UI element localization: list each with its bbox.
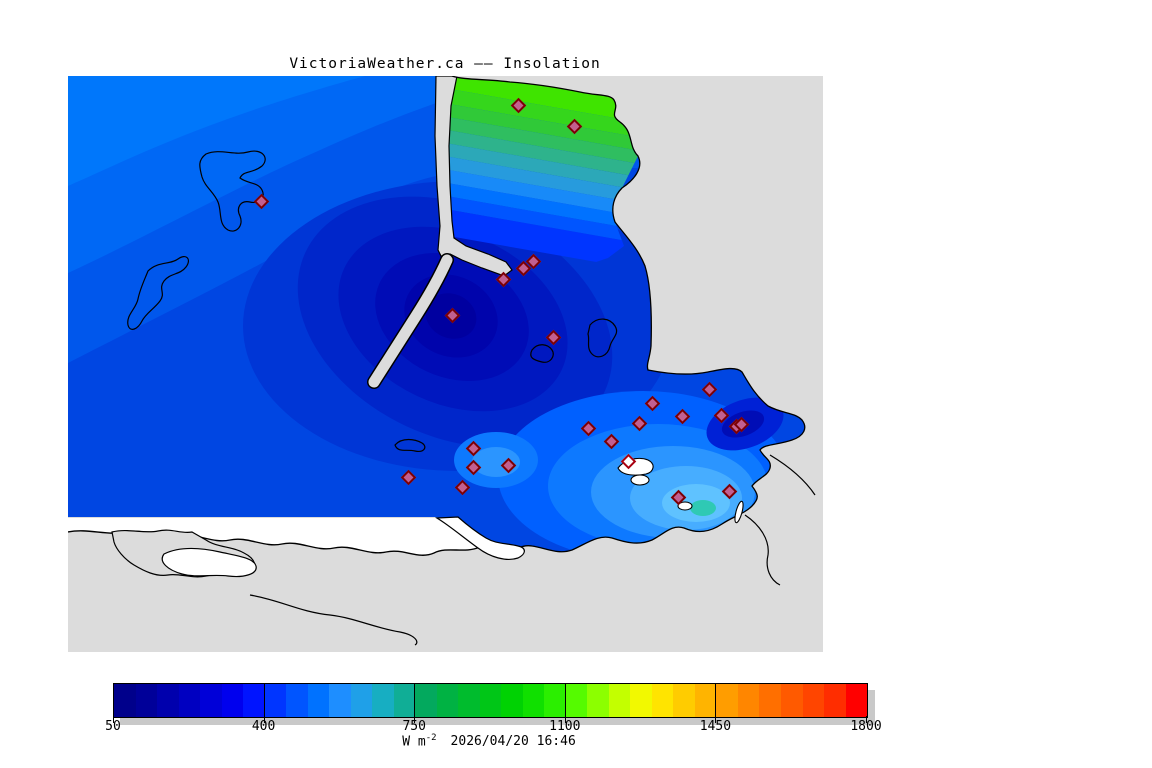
colorbar-segment [716, 684, 738, 717]
colorbar-segment [522, 684, 545, 717]
small-lake-outline [394, 438, 426, 452]
colorbar-segment [501, 684, 523, 717]
colorbar-segment [350, 684, 373, 717]
san-juan-coast-line2 [744, 514, 781, 586]
colorbar-segment [479, 684, 502, 717]
strait-water [68, 518, 480, 556]
colorbar-segment [737, 684, 760, 717]
colorbar-tick-label: 1100 [549, 719, 581, 734]
saanich-inlet-arm [368, 254, 453, 388]
harbor-water2 [630, 474, 650, 486]
coast-detail-line [249, 594, 418, 646]
colorbar-segment [415, 684, 437, 717]
colorbar-tick-label: 50 [105, 719, 121, 734]
colorbar-segment [587, 684, 609, 717]
insolation-map [68, 76, 823, 652]
colorbar-tick [866, 716, 867, 723]
colorbar-segment [221, 684, 244, 717]
colorbar-segment [845, 684, 868, 717]
unit-exponent: -2 [425, 733, 437, 743]
colorbar-tick [564, 683, 566, 723]
contour-band-teal-spot [690, 500, 716, 516]
colorbar-segment [372, 684, 394, 717]
colorbar-tick [414, 683, 416, 723]
colorbar-segment [329, 684, 351, 717]
colorbar-segment [694, 684, 717, 717]
colorbar-segment [307, 684, 330, 717]
insolation-contour-map [68, 76, 823, 652]
colorbar-segment [200, 684, 222, 717]
colorbar-segment [286, 684, 308, 717]
colorbar-segment [114, 684, 136, 717]
colorbar-segment [264, 684, 287, 717]
colorbar-segment [824, 684, 846, 717]
unit-text: W m [402, 734, 426, 750]
san-juan-coast-line [769, 454, 816, 496]
colorbar-tick-label: 1800 [850, 719, 882, 734]
coastline [447, 76, 806, 559]
lake-cowichan-outline [199, 150, 266, 232]
colorbar-segment [802, 684, 825, 717]
peninsula-gradient [436, 78, 650, 272]
colorbar-tick [715, 683, 717, 723]
colorbar-unit-label: W m-2 2026/04/20 16:46 [402, 733, 576, 749]
colorbar-segment [565, 684, 588, 717]
colorbar-segment [393, 684, 416, 717]
colorbar-segment [458, 684, 480, 717]
timestamp: 2026/04/20 16:46 [450, 734, 576, 750]
elk-lake-outline [587, 318, 618, 358]
bay-water [161, 547, 257, 578]
colorbar-segment [759, 684, 781, 717]
colorbar-tick [263, 683, 265, 723]
small-island [734, 500, 744, 524]
small-island2 [677, 501, 693, 511]
colorbar-segment [630, 684, 652, 717]
island-outline [530, 344, 554, 363]
colorbar-tick-label: 400 [251, 719, 276, 734]
colorbar-segment [135, 684, 158, 717]
colorbar-tick-label: 1450 [699, 719, 732, 734]
colorbar-segment [651, 684, 674, 717]
map-title: VictoriaWeather.ca —— Insolation [289, 56, 601, 72]
colorbar-segment [157, 684, 179, 717]
colorbar-tick-label: 750 [402, 719, 426, 734]
ediz-hook-water [435, 516, 525, 560]
colorbar-segment [673, 684, 695, 717]
colorbar-segment [178, 684, 201, 717]
colorbar-segment [608, 684, 631, 717]
colorbar-segment [780, 684, 803, 717]
colorbar-tick [113, 716, 114, 723]
colorbar [113, 683, 868, 718]
nitinat-lake-outline [127, 255, 190, 330]
colorbar-segment [436, 684, 459, 717]
colorbar-segment [544, 684, 566, 717]
colorbar-segment [243, 684, 265, 717]
